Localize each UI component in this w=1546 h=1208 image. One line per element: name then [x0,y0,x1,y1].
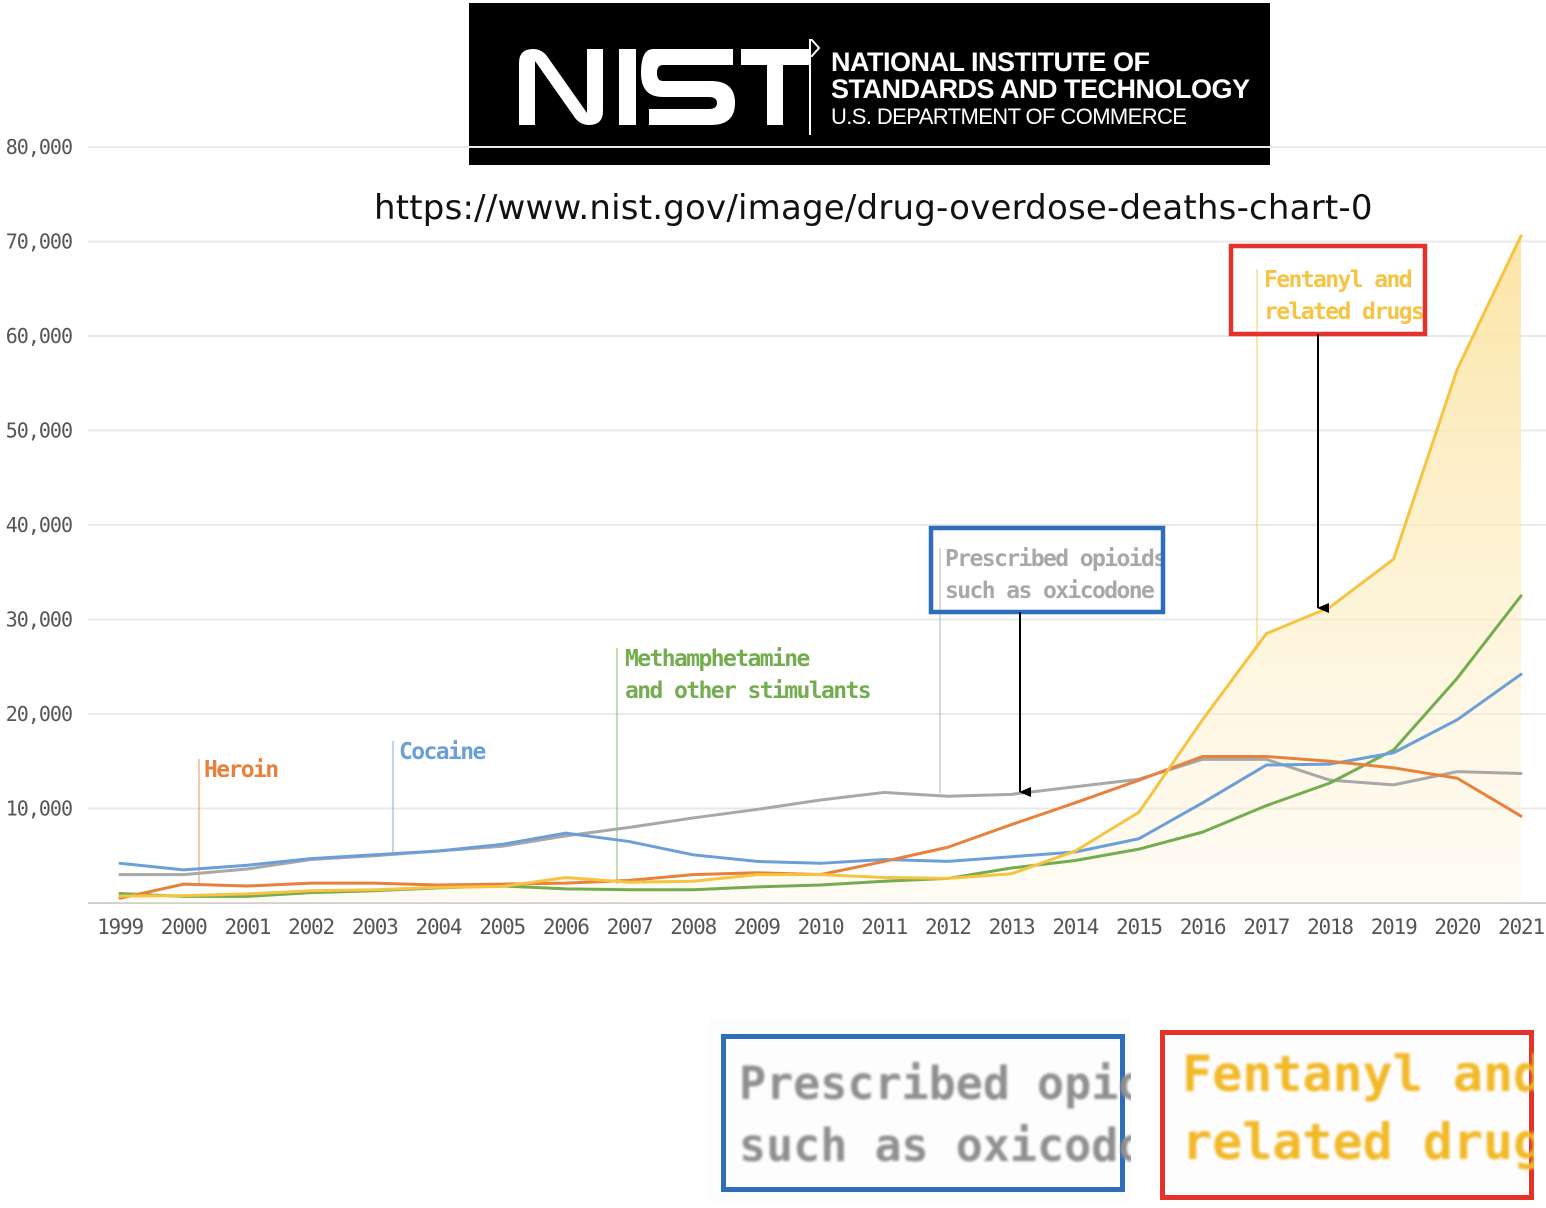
logo-org-line-1: NATIONAL INSTITUTE OF [831,47,1150,77]
highlight-boxes [928,243,1428,797]
x-tick-label: 2004 [416,915,462,939]
logo-org-name: NATIONAL INSTITUTE OF STANDARDS AND TECH… [831,49,1250,130]
nist-wordmark-logo [519,49,809,125]
x-tick-label: 2005 [479,915,525,939]
prescribed-label-text: Prescribed opioids [945,546,1165,572]
x-tick-label: 2010 [798,915,844,939]
x-tick-label: 2007 [607,915,653,939]
nist-logo-banner: NATIONAL INSTITUTE OF STANDARDS AND TECH… [469,3,1270,165]
cocaine-label-text: Cocaine [399,739,485,765]
zoom-fentanyl-line-1: Fentanyl and [1182,1045,1534,1103]
meth-label-text: Methamphetamine [625,646,809,672]
x-tick-label: 2021 [1498,915,1544,939]
logo-org-line-2: STANDARDS AND TECHNOLOGY [831,74,1250,104]
x-tick-label: 2019 [1371,915,1417,939]
x-tick-label: 2018 [1307,915,1353,939]
prescribed-highlight-box [928,525,1166,615]
zoom-red-border [1160,1030,1534,1200]
x-tick-label: 2000 [161,915,207,939]
chart-axes: 10,000 20,000 30,000 40,000 50,000 60,000 70,0… [6,135,1546,939]
y-tick-label: 50,000 [6,419,72,443]
fentanyl-label-text: Fentanyl and [1264,267,1412,293]
logo-org-line-3: U.S. DEPARTMENT OF COMMERCE [831,104,1187,129]
y-tick-label: 70,000 [6,230,72,254]
fentanyl-line [118,234,1523,898]
source-url: https://www.nist.gov/image/drug-overdose… [374,188,1373,228]
meth-label-text: and other stimulants [625,678,870,704]
x-tick-label: 2017 [1243,915,1289,939]
x-tick-label: 2001 [224,915,270,939]
y-tick-label: 40,000 [6,513,72,537]
y-tick-label: 30,000 [6,608,72,632]
y-tick-label: 60,000 [6,324,72,348]
x-tick-label: 2014 [1052,915,1098,939]
x-tick-label: 2011 [861,915,907,939]
zoom-prescribed-line-2: such as oxicodone [739,1119,1131,1172]
prescribed-label-text: such as oxicodone [945,578,1154,604]
heroin-label-text: Heroin [204,757,278,783]
series-labels: Heroin Cocaine Methamphetamine and other st… [204,267,1425,783]
logo-divider [809,39,811,135]
fentanyl-area [120,235,1521,903]
chart-area-layer [120,235,1521,903]
fentanyl-zoom-inset: Fentanyl and related drugs [1160,1030,1534,1200]
zoom-blue-border [721,1034,1125,1192]
y-tick-label: 80,000 [6,135,72,159]
chart-series-lines [118,234,1523,900]
x-tick-label: 2012 [925,915,971,939]
overdose-line-chart: Heroin Cocaine Methamphetamine and other st… [6,135,1546,939]
x-tick-label: 2003 [352,915,398,939]
x-tick-label: 2002 [288,915,334,939]
y-tick-label: 20,000 [6,702,72,726]
x-tick-label: 2009 [734,915,780,939]
cocaine-line [118,672,1523,872]
x-tick-label: 2015 [1116,915,1162,939]
logo-bracket-icon [811,39,821,57]
x-tick-label: 2008 [670,915,716,939]
prescribed-opioids-zoom-inset: Prescribed opioids such as oxicodone [707,1018,1131,1202]
zoom-fentanyl-line-2: related drugs [1182,1113,1534,1171]
x-tick-label: 2020 [1434,915,1480,939]
x-tick-label: 2006 [543,915,589,939]
fentanyl-label-text: related drugs [1264,299,1423,325]
y-tick-label: 10,000 [6,797,72,821]
x-tick-label: 1999 [97,915,143,939]
fentanyl-highlight-box [1228,243,1428,337]
callout-leader-lines [198,269,1258,884]
zoom-prescribed-line-1: Prescribed opioids [739,1057,1131,1110]
x-tick-label: 2013 [989,915,1035,939]
x-tick-label: 2016 [1180,915,1226,939]
